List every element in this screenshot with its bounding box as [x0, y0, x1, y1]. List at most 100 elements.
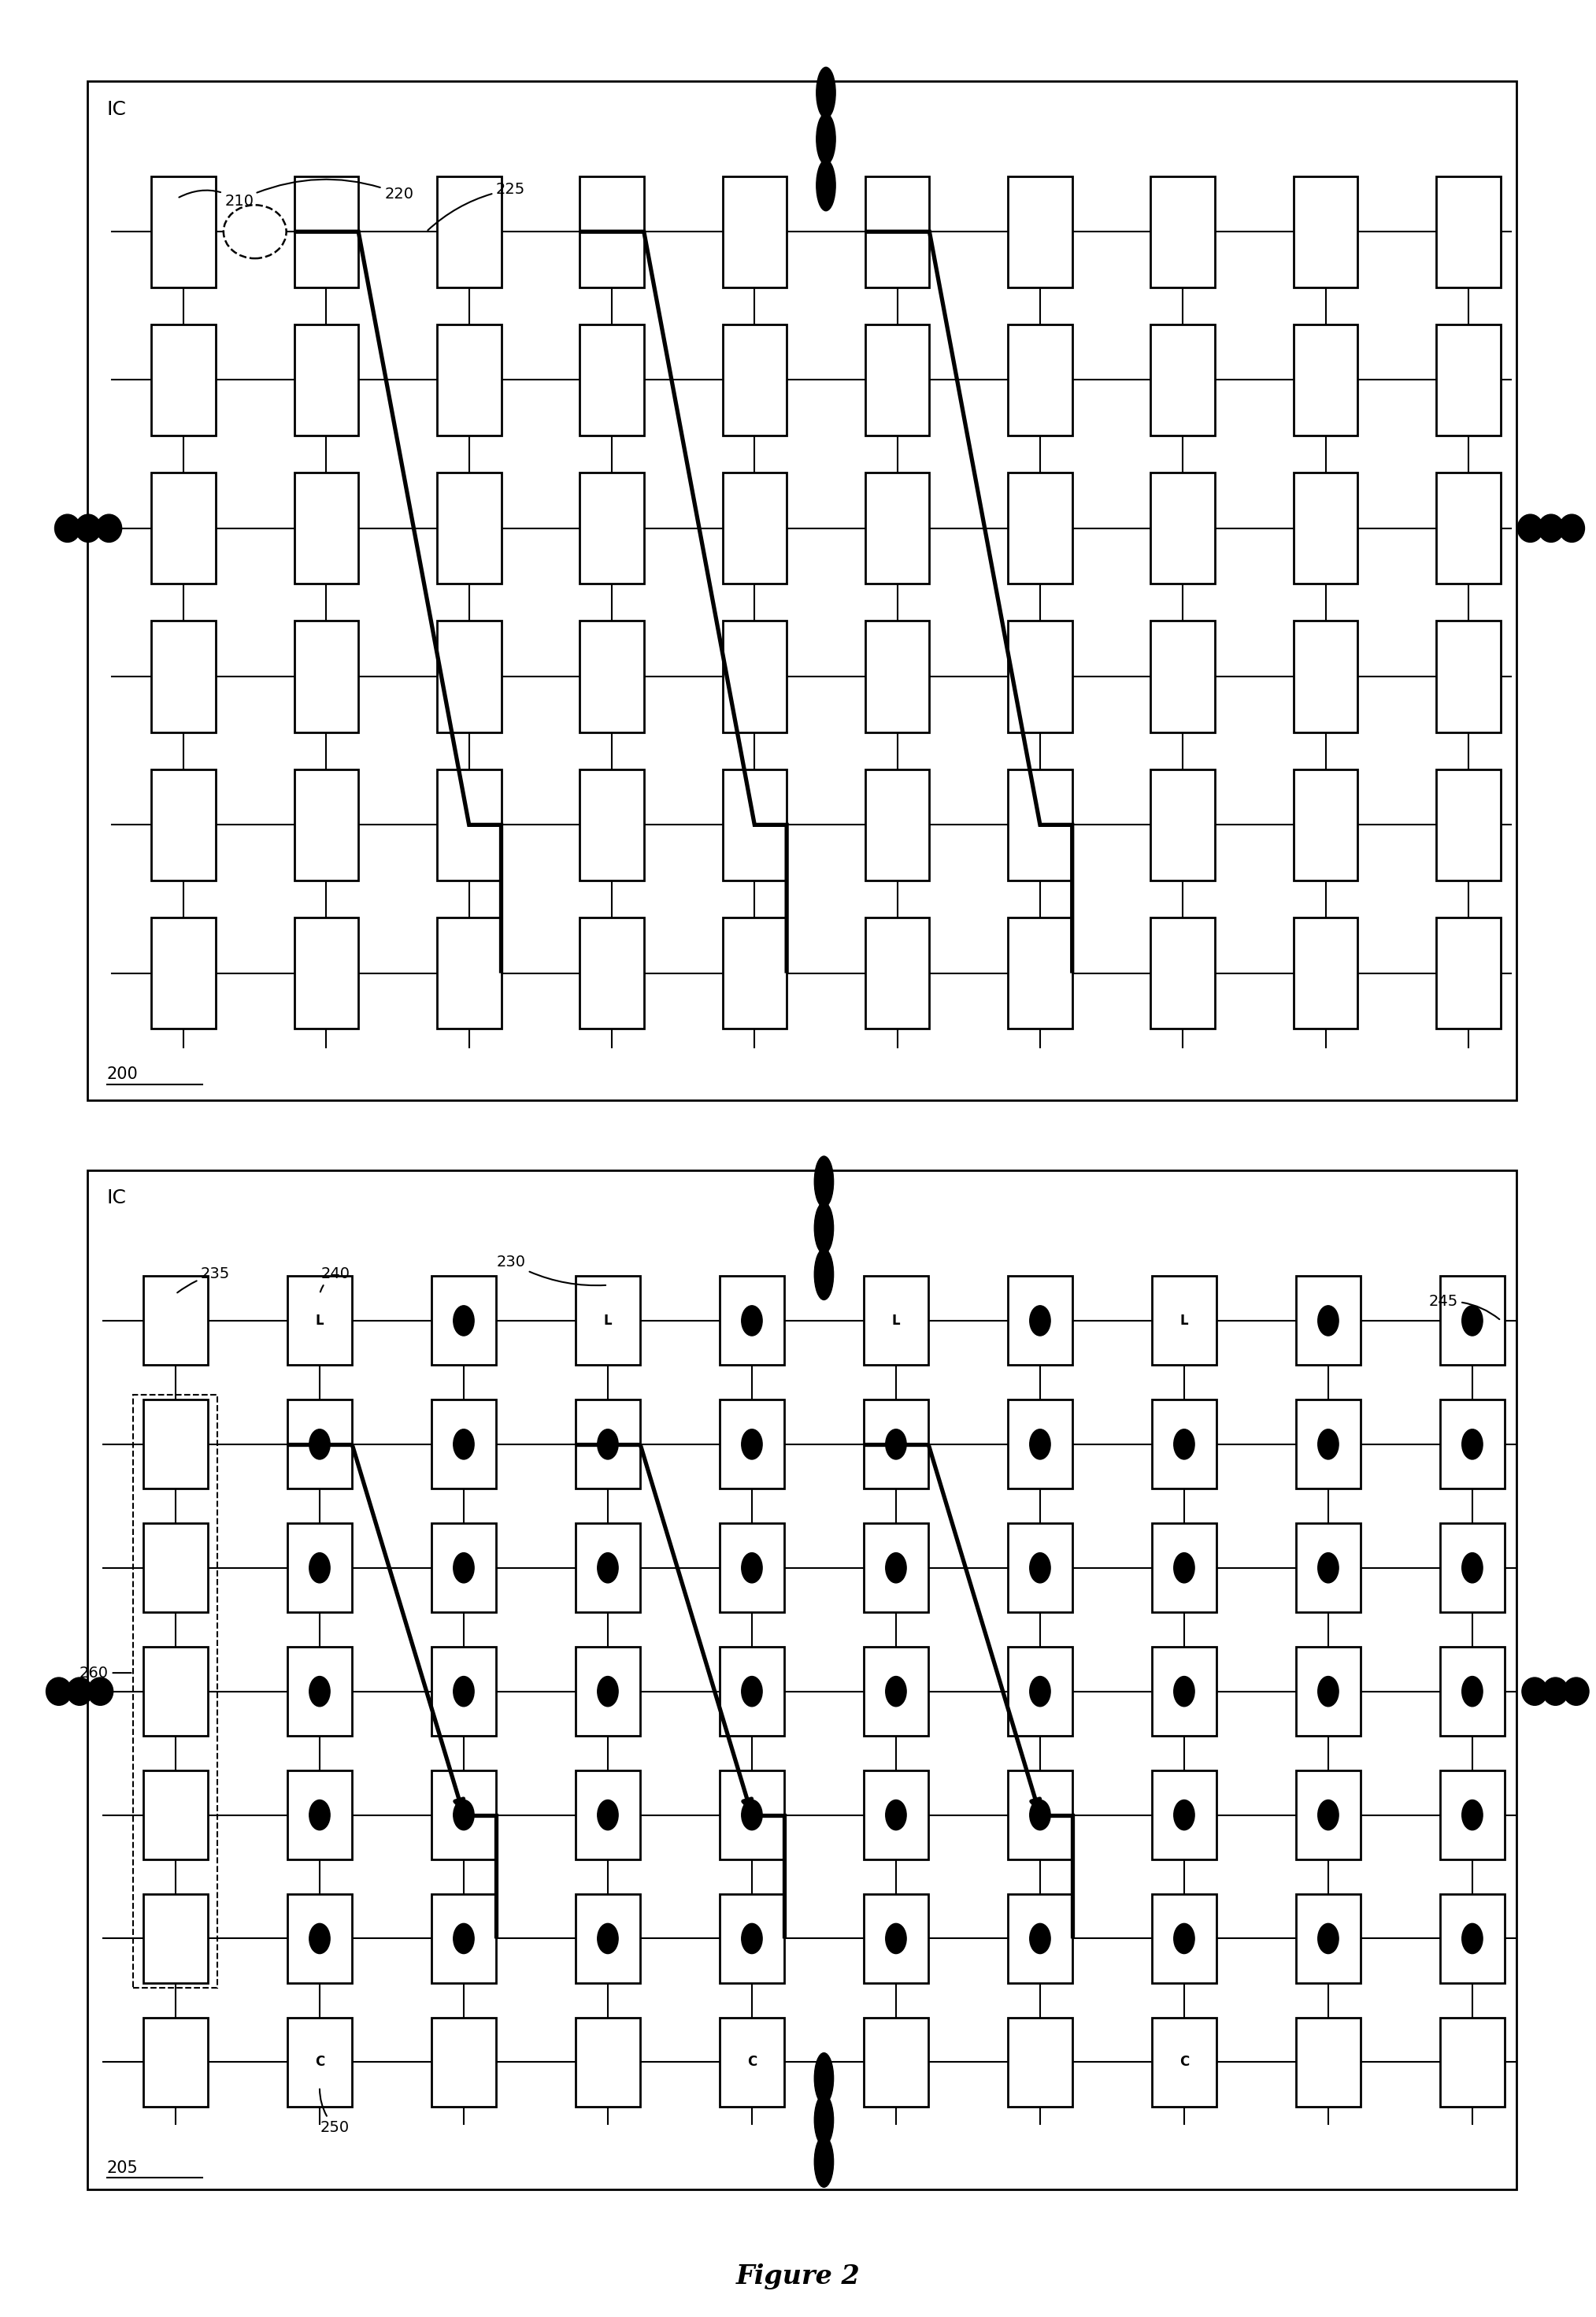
Bar — [1296, 1522, 1361, 1613]
Bar — [576, 1893, 640, 1983]
Circle shape — [1462, 1307, 1483, 1335]
Ellipse shape — [88, 1678, 113, 1705]
Ellipse shape — [1564, 1678, 1590, 1705]
Bar — [1007, 1770, 1073, 1861]
Bar — [865, 918, 929, 1029]
Bar — [287, 2018, 353, 2106]
Circle shape — [1462, 1923, 1483, 1953]
Bar — [720, 1893, 784, 1983]
Bar — [865, 769, 929, 880]
Bar — [88, 81, 1516, 1101]
Bar — [287, 1770, 353, 1861]
Bar — [720, 1277, 784, 1365]
Bar — [1296, 1893, 1361, 1983]
Bar — [152, 176, 215, 287]
Bar — [576, 1277, 640, 1365]
Bar — [576, 2018, 640, 2106]
Bar — [1293, 621, 1358, 732]
Bar — [1440, 1277, 1505, 1365]
Bar — [1436, 176, 1500, 287]
Circle shape — [1173, 1430, 1194, 1460]
Text: L: L — [316, 1314, 324, 1328]
Circle shape — [1318, 1430, 1339, 1460]
Text: Figure 2: Figure 2 — [736, 2264, 860, 2289]
Bar — [1009, 324, 1073, 436]
Bar — [863, 1647, 929, 1735]
Circle shape — [1318, 1307, 1339, 1335]
Text: L: L — [603, 1314, 611, 1328]
Circle shape — [453, 1678, 474, 1705]
Circle shape — [1173, 1678, 1194, 1705]
Circle shape — [1462, 1430, 1483, 1460]
Circle shape — [1318, 1923, 1339, 1953]
Bar — [1152, 1277, 1216, 1365]
Bar — [294, 473, 359, 584]
Bar — [1009, 769, 1073, 880]
Circle shape — [597, 1800, 618, 1830]
Bar — [865, 473, 929, 584]
Ellipse shape — [46, 1678, 72, 1705]
Circle shape — [310, 1552, 330, 1583]
Bar — [1293, 324, 1358, 436]
Circle shape — [1029, 1923, 1050, 1953]
Ellipse shape — [54, 514, 80, 542]
Text: 210: 210 — [179, 190, 254, 209]
Bar — [865, 176, 929, 287]
Bar — [863, 2018, 929, 2106]
Bar — [294, 769, 359, 880]
Text: 205: 205 — [107, 2159, 139, 2176]
Circle shape — [597, 1923, 618, 1953]
Ellipse shape — [814, 2095, 833, 2146]
Circle shape — [886, 1678, 907, 1705]
Ellipse shape — [223, 204, 286, 260]
Bar — [437, 769, 501, 880]
Bar — [723, 176, 787, 287]
Bar — [1152, 1522, 1216, 1613]
Ellipse shape — [814, 1203, 833, 1253]
Circle shape — [742, 1923, 763, 1953]
Bar — [152, 769, 215, 880]
Bar — [144, 1893, 207, 1983]
Bar — [144, 1277, 207, 1365]
Bar — [579, 621, 643, 732]
Text: C: C — [314, 2055, 324, 2069]
Bar — [1007, 1399, 1073, 1490]
Circle shape — [1029, 1800, 1050, 1830]
Bar — [1293, 176, 1358, 287]
Ellipse shape — [817, 114, 836, 165]
Bar — [1436, 324, 1500, 436]
Ellipse shape — [1543, 1678, 1569, 1705]
Bar — [865, 324, 929, 436]
Circle shape — [597, 1552, 618, 1583]
Bar — [152, 473, 215, 584]
Bar — [1007, 1647, 1073, 1735]
Bar — [1293, 473, 1358, 584]
Text: C: C — [1179, 2055, 1189, 2069]
Circle shape — [453, 1552, 474, 1583]
Bar — [152, 621, 215, 732]
Bar — [1009, 176, 1073, 287]
Circle shape — [1462, 1678, 1483, 1705]
Bar — [863, 1399, 929, 1490]
Bar — [1436, 918, 1500, 1029]
Ellipse shape — [814, 2136, 833, 2187]
Ellipse shape — [817, 160, 836, 211]
Text: 245: 245 — [1428, 1295, 1499, 1318]
Bar — [287, 1522, 353, 1613]
Bar — [152, 918, 215, 1029]
Circle shape — [453, 1923, 474, 1953]
Bar — [723, 918, 787, 1029]
Circle shape — [310, 1678, 330, 1705]
Ellipse shape — [814, 2053, 833, 2104]
Bar — [1009, 473, 1073, 584]
Bar — [576, 1399, 640, 1490]
Bar — [1152, 1399, 1216, 1490]
Ellipse shape — [817, 67, 836, 118]
Bar — [437, 176, 501, 287]
Circle shape — [597, 1430, 618, 1460]
Text: 235: 235 — [177, 1267, 230, 1293]
Bar — [1152, 1893, 1216, 1983]
Bar — [1151, 324, 1215, 436]
Circle shape — [1029, 1552, 1050, 1583]
Ellipse shape — [1518, 514, 1543, 542]
